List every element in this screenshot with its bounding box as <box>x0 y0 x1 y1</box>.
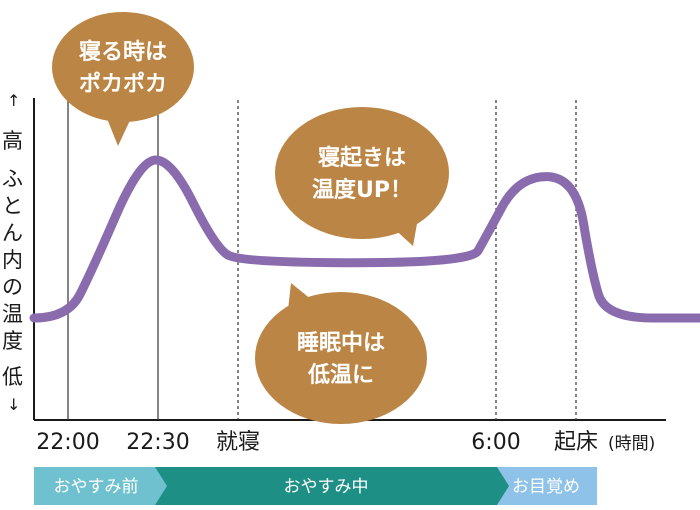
y-low-label: 低 <box>2 365 23 389</box>
y-axis-label-char: 度 <box>2 329 23 353</box>
x-tick-label: 22:30 <box>126 430 189 455</box>
bubble-line: 温度UP！ <box>312 177 412 203</box>
phase-label: おやすみ中 <box>284 477 369 497</box>
time-markers <box>67 100 577 420</box>
phase-during <box>155 467 509 505</box>
y-high-label: 高 <box>2 129 23 153</box>
bubble-line: 寝る時は <box>79 39 167 65</box>
x-tick-label: 就寝 <box>216 430 260 455</box>
x-axis-unit: (時間) <box>608 434 655 454</box>
x-tick-label: 6:00 <box>471 430 520 455</box>
y-axis-label-char: ん <box>2 221 23 245</box>
temperature-curve <box>29 155 700 323</box>
speech-bubble-wakeup: 寝起きは 温度UP！ <box>275 107 449 246</box>
phase-bar: おやすみ前 おやすみ中 お目覚め <box>34 467 597 505</box>
arrow-up-icon: ↑ <box>7 91 20 110</box>
phase-after <box>497 467 597 505</box>
bubble-line: ポカポカ <box>79 71 167 97</box>
y-axis-label-char: と <box>2 194 23 218</box>
y-axis-label-char: 温 <box>2 302 23 326</box>
x-axis-ticks: 22:00 22:30 就寝 6:00 起床 <box>36 430 598 455</box>
arrow-down-icon: ↓ <box>7 395 20 414</box>
phase-label: お目覚め <box>512 477 580 497</box>
phase-before <box>34 467 167 505</box>
bubble-line: 睡眠中は <box>297 331 385 356</box>
x-tick-label: 起床 <box>554 430 598 455</box>
y-axis-label-char: ふ <box>2 167 23 191</box>
speech-bubble-warm: 寝る時は ポカポカ <box>52 12 194 146</box>
y-axis-label-char: 内 <box>2 248 23 272</box>
speech-bubble-sleep: 睡眠中は 低温に <box>255 283 427 424</box>
bubble-line: 寝起きは <box>318 145 406 171</box>
phase-label: おやすみ前 <box>54 477 139 497</box>
bubble-line: 低温に <box>307 363 374 388</box>
y-axis-label-char: の <box>2 275 23 299</box>
x-tick-label: 22:00 <box>36 430 99 455</box>
